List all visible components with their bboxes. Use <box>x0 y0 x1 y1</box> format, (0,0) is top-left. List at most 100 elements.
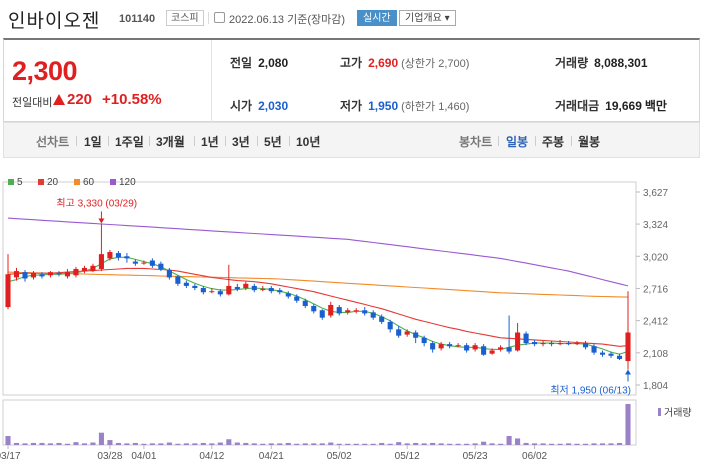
candle-body <box>124 256 130 259</box>
volume-bar <box>149 443 155 445</box>
candle-body <box>379 316 385 322</box>
candle-monthly[interactable]: 월봉 <box>578 135 601 149</box>
legend-label: 120 <box>119 177 136 188</box>
candle-weekly[interactable]: 주봉 <box>542 135 565 149</box>
prev-close-cell: 전일 2,080 <box>230 54 288 71</box>
period-3m[interactable]: 3개월 <box>156 135 185 149</box>
volume-bar <box>158 443 164 445</box>
candle-body <box>5 274 11 308</box>
volume-bar <box>5 435 11 445</box>
company-info-dropdown[interactable]: 기업개요 ▾ <box>399 10 456 26</box>
quote-divider <box>211 40 212 122</box>
candle-body <box>387 321 393 330</box>
line-chart-label[interactable]: 선차트 <box>36 135 70 149</box>
volume-bar <box>319 443 325 445</box>
candle-body <box>616 355 623 359</box>
price-chart[interactable]: 5 20 60 120 3,627 3,324 3,020 2,716 2,412 2,108 1,… <box>0 170 703 471</box>
volume-bar <box>234 442 240 445</box>
volume-bar <box>132 442 138 445</box>
candle-chart-label[interactable]: 봉차트 <box>459 135 493 149</box>
candle-body <box>285 293 291 297</box>
toolbar-divider <box>289 136 290 146</box>
volume-bar <box>362 443 368 445</box>
volume-bar <box>107 440 113 445</box>
candle-body <box>498 347 504 350</box>
volume-bar <box>582 443 589 445</box>
up-triangle-icon <box>53 94 65 105</box>
low-cell: 저가 1,950 (하한가 1,460) <box>340 97 469 114</box>
candle-body <box>149 260 155 266</box>
candle-body <box>98 254 104 269</box>
legend-swatch <box>38 179 44 185</box>
period-1w[interactable]: 1주일 <box>115 135 144 149</box>
volume-frame <box>2 399 637 446</box>
volume-bar <box>345 443 351 445</box>
change-percent: +10.58% <box>102 91 162 108</box>
volume-bar <box>81 443 87 445</box>
volume-bar <box>404 443 410 445</box>
candle-body <box>438 344 444 349</box>
volume-bar <box>39 442 45 445</box>
volume-bar <box>481 441 487 445</box>
volume-bar <box>98 432 104 445</box>
period-10y[interactable]: 10년 <box>296 135 321 149</box>
candle-body <box>523 333 529 344</box>
volume-bar <box>47 443 54 445</box>
amount-value: 19,669 <box>605 99 642 113</box>
period-1d[interactable]: 1일 <box>84 135 102 149</box>
candle-body <box>489 350 495 354</box>
max-arrow-head <box>98 218 105 224</box>
volume-bar <box>285 442 291 445</box>
period-1y[interactable]: 1년 <box>201 135 219 149</box>
volume-cell: 거래량 8,088,301 <box>555 54 648 71</box>
volume-label: 거래량 <box>555 56 589 70</box>
candle-body <box>158 263 164 269</box>
candle-body <box>311 306 317 312</box>
candle-daily[interactable]: 일봉 <box>506 135 529 149</box>
toolbar-divider <box>571 136 572 146</box>
legend-label: 20 <box>47 177 59 188</box>
volume-bar <box>226 439 232 445</box>
period-5y[interactable]: 5년 <box>264 135 282 149</box>
candle-body <box>132 261 138 264</box>
y-tick-label: 2,716 <box>643 284 668 295</box>
candle-body <box>141 262 147 264</box>
candle-body <box>107 252 113 259</box>
toolbar-divider <box>76 136 77 146</box>
candle-body <box>515 332 521 351</box>
min-price-annotation: 최저 1,950 (06/13) <box>550 385 631 397</box>
volume-bar <box>175 443 181 445</box>
toolbar-divider <box>194 136 195 146</box>
period-3y[interactable]: 3년 <box>232 135 250 149</box>
x-tick-label: 04/12 <box>199 451 224 462</box>
volume-bar <box>73 442 79 445</box>
candle-body <box>13 271 20 278</box>
candle-body <box>540 343 546 345</box>
candle-body <box>217 291 223 295</box>
volume-bar <box>277 443 283 445</box>
volume-bar <box>608 443 614 445</box>
volume-bar <box>268 443 274 445</box>
candle-body <box>421 337 427 344</box>
x-tick-label: 05/12 <box>395 451 420 462</box>
volume-bar <box>599 443 606 445</box>
stock-code: 101140 <box>119 13 156 25</box>
volume-bar <box>243 442 249 445</box>
volume-bar <box>557 443 563 445</box>
volume-bar <box>574 443 580 445</box>
candle-body <box>56 273 62 275</box>
toolbar-divider <box>535 136 536 146</box>
candle-body <box>268 288 274 292</box>
volume-bar <box>328 442 334 445</box>
candle-body <box>557 343 563 345</box>
realtime-button[interactable]: 실시간 <box>357 10 397 26</box>
candle-body <box>166 270 172 278</box>
candle-body <box>430 343 436 350</box>
candle-body <box>183 282 189 286</box>
volume-bar <box>515 438 521 445</box>
chart-svg: 5 20 60 120 3,627 3,324 3,020 2,716 2,412 2,108 1,… <box>0 177 692 462</box>
candle-body <box>277 290 283 293</box>
volume-bar <box>379 442 385 445</box>
candle-body <box>319 310 325 318</box>
candle-body <box>566 343 572 345</box>
